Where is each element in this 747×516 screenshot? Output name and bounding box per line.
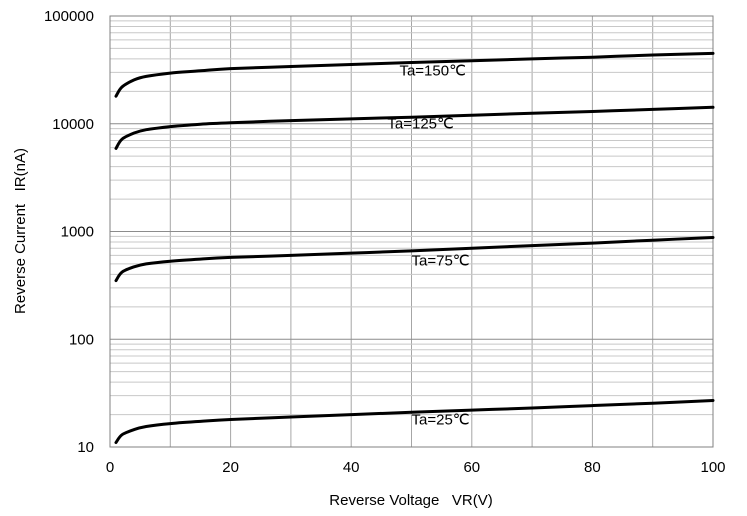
grid <box>110 16 713 447</box>
y-axis-title: Reverse Current IR(nA) <box>12 148 29 314</box>
plot-frame <box>109 15 714 448</box>
x-tick-label: 100 <box>700 459 725 476</box>
x-tick-label: 60 <box>463 459 480 476</box>
series-line <box>114 399 715 444</box>
series-line <box>114 51 715 98</box>
x-tick-label: 20 <box>222 459 239 476</box>
x-tick-label: 40 <box>343 459 360 476</box>
x-tick-labels: 0 20 40 60 80 100 <box>106 459 726 476</box>
y-tick-label: 10000 <box>52 116 94 133</box>
y-tick-label: 100 <box>69 331 94 348</box>
x-axis-title: Reverse Voltage VR(V) <box>329 492 492 509</box>
y-tick-label: 10 <box>77 439 94 456</box>
series-label: Ta=75℃ <box>412 252 470 269</box>
series-line <box>114 105 715 150</box>
x-tick-label: 80 <box>584 459 601 476</box>
series-line <box>114 236 715 283</box>
y-tick-label: 1000 <box>61 224 94 241</box>
y-tick-label: 100000 <box>44 8 94 25</box>
series-label: Ta=25℃ <box>412 411 470 428</box>
series-labels: Ta=150℃ Ta=125℃ Ta=75℃ Ta=25℃ <box>387 63 469 429</box>
x-tick-label: 0 <box>106 459 114 476</box>
series-lines <box>114 51 715 444</box>
y-tick-labels: 10 100 1000 10000 100000 <box>44 8 94 456</box>
series-label: Ta=150℃ <box>399 63 465 80</box>
series-label: Ta=125℃ <box>387 116 453 133</box>
